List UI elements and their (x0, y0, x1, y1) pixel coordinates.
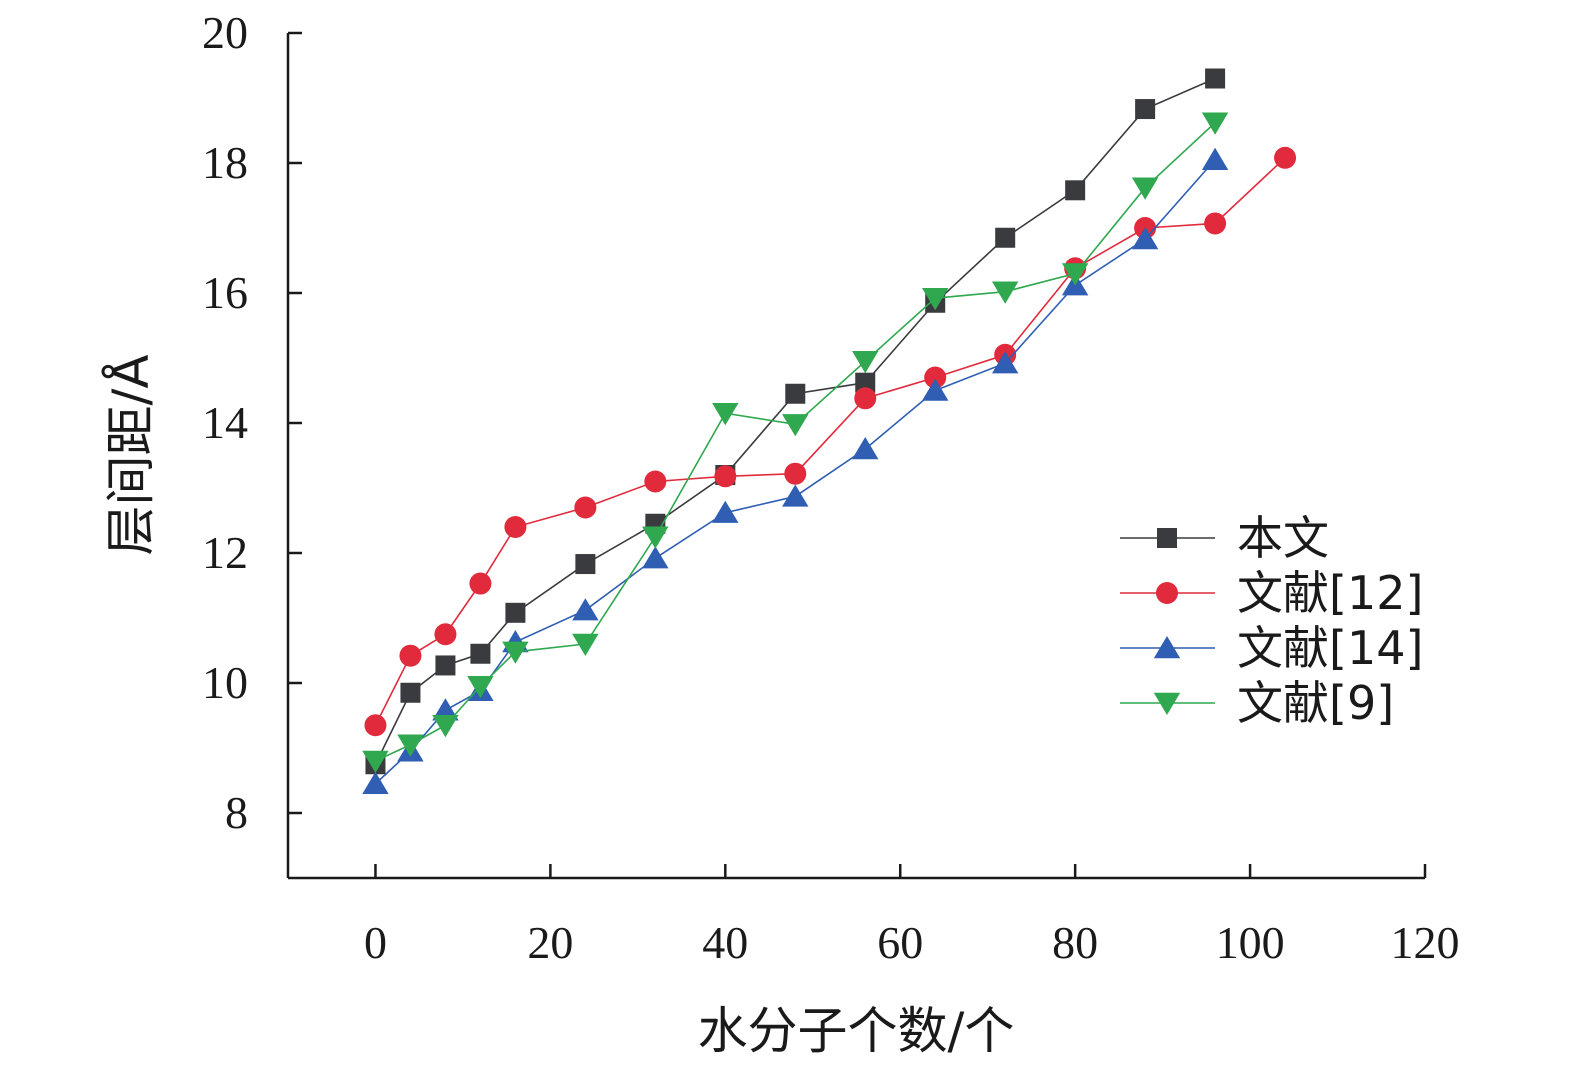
data-point (572, 598, 599, 621)
x-tick-label: 40 (702, 917, 748, 968)
data-point (574, 496, 597, 519)
data-point (1201, 112, 1229, 135)
data-point (784, 462, 807, 485)
data-point (432, 698, 459, 721)
data-point (467, 676, 494, 699)
data-point (469, 572, 492, 595)
data-point (1205, 68, 1226, 89)
x-axis-title: 水分子个数/个 (698, 1002, 1015, 1060)
data-point (852, 437, 879, 460)
legend-marker (1153, 636, 1181, 659)
x-tick-label: 120 (1391, 917, 1460, 968)
x-tick-label: 60 (877, 917, 923, 968)
legend-label: 本文 (1237, 511, 1329, 565)
legend-label: 文献[9] (1237, 676, 1394, 730)
legend-item: 文献[14] (1120, 621, 1423, 675)
data-point (714, 465, 737, 488)
data-point (575, 554, 596, 575)
x-tick-label: 80 (1052, 917, 1098, 968)
data-point (855, 372, 876, 393)
legend-item: 本文 (1120, 511, 1329, 565)
y-tick-label: 18 (202, 137, 248, 188)
legend-marker (1157, 528, 1177, 548)
series-2 (362, 147, 1229, 794)
x-tick-label: 0 (364, 917, 387, 968)
y-tick-label: 20 (202, 7, 248, 58)
legend-label: 文献[14] (1237, 621, 1423, 675)
data-point (505, 602, 526, 623)
series-1 (364, 146, 1297, 737)
series-3 (362, 112, 1229, 773)
axes: 8 10 12 14 16 18 20 0 20 40 60 80 100 120 (202, 7, 1460, 968)
data-point (400, 682, 421, 703)
data-point (434, 623, 457, 646)
data-point (922, 378, 949, 401)
y-tick-label: 12 (202, 527, 248, 578)
data-point (642, 546, 669, 569)
data-point (995, 227, 1016, 248)
data-point (432, 715, 459, 738)
data-point (435, 655, 456, 676)
series-layer (362, 68, 1297, 794)
data-point (782, 414, 809, 437)
legend-item: 文献[9] (1120, 676, 1394, 730)
legend-marker (1153, 692, 1181, 715)
x-tick-label: 100 (1216, 917, 1285, 968)
data-point (854, 387, 877, 410)
data-point (712, 500, 739, 523)
legend-marker (1156, 582, 1178, 604)
data-point (991, 351, 1019, 374)
y-tick-label: 10 (202, 657, 248, 708)
data-point (642, 526, 669, 549)
data-point (1131, 227, 1159, 250)
data-point (644, 470, 667, 493)
data-point (362, 771, 389, 794)
series-line (375, 122, 1216, 762)
data-point (399, 644, 422, 667)
data-point (852, 351, 879, 374)
x-tick-label: 20 (527, 917, 573, 968)
data-point (504, 516, 527, 538)
data-point (1065, 180, 1086, 201)
data-point (470, 643, 491, 664)
legend-label: 文献[12] (1237, 566, 1423, 620)
legend-item: 文献[12] (1120, 566, 1423, 620)
data-point (991, 281, 1019, 304)
data-point (1135, 99, 1156, 120)
data-point (785, 383, 806, 404)
data-point (502, 641, 529, 664)
data-point (1201, 147, 1229, 170)
data-point (922, 288, 949, 311)
data-point (364, 714, 387, 737)
data-point (397, 734, 424, 757)
data-point (572, 633, 599, 656)
y-tick-label: 14 (202, 397, 248, 448)
data-point (1274, 146, 1297, 169)
data-point (1204, 212, 1227, 235)
data-point (362, 750, 389, 773)
y-tick-label: 8 (225, 787, 248, 838)
y-axis-title: 层间距/Å (102, 354, 160, 555)
series-line (374, 157, 1286, 726)
data-point (712, 403, 739, 426)
data-point (924, 366, 947, 389)
data-point (782, 484, 809, 507)
y-tick-label: 16 (202, 267, 248, 318)
data-point (1061, 263, 1089, 286)
data-point (1131, 177, 1159, 200)
